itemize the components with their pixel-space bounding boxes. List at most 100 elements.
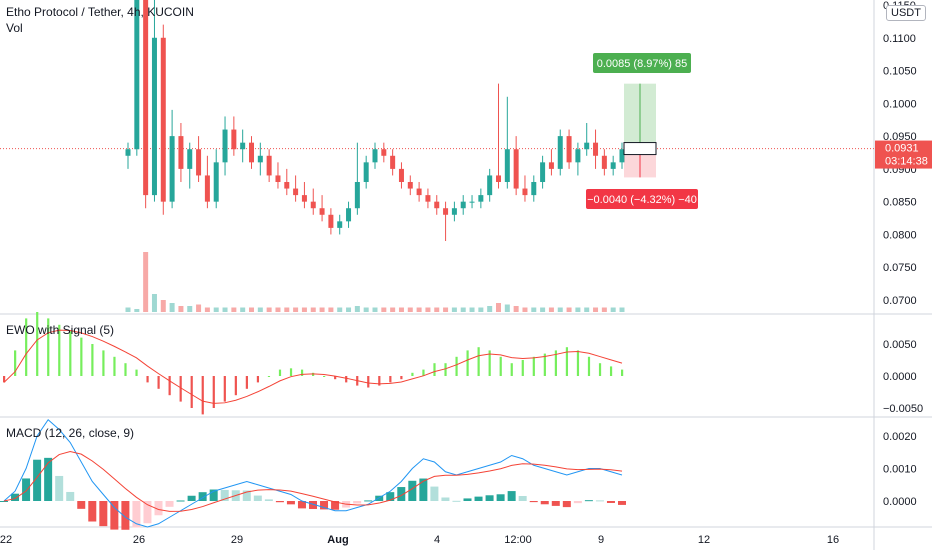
candle-body <box>557 136 563 169</box>
candle-body <box>346 208 352 222</box>
ewo-bar <box>444 363 447 376</box>
volume-bar <box>187 306 193 312</box>
macd-histogram-bar <box>286 501 295 505</box>
price-tick-label: 0.1050 <box>883 66 917 78</box>
volume-bar <box>575 307 581 312</box>
time-tick-label: 16 <box>827 534 839 546</box>
candle-body <box>266 155 272 176</box>
ewo-bar <box>345 376 348 383</box>
currency-badge[interactable]: USDT <box>886 5 926 21</box>
ewo-bar <box>411 372 414 376</box>
ewo-bar <box>91 344 94 376</box>
volume-bar <box>169 303 175 312</box>
candle-body <box>178 136 184 169</box>
volume-bar <box>204 307 210 312</box>
volume-label: Vol <box>6 21 23 35</box>
ewo-bar <box>455 356 458 376</box>
volume-bar <box>398 307 404 312</box>
volume-bar <box>610 307 616 312</box>
macd-histogram-bar <box>606 501 615 503</box>
macd-histogram-bar <box>110 501 119 530</box>
ewo-bar <box>201 376 204 415</box>
volume-bar <box>584 307 590 312</box>
ewo-bar <box>400 376 403 380</box>
position-entry-box <box>623 142 657 156</box>
ewo-bar <box>47 318 50 376</box>
macd-histogram-bar <box>55 475 64 501</box>
volume-bar <box>275 307 281 312</box>
time-tick-label: 29 <box>231 534 243 546</box>
volume-bar <box>240 307 246 312</box>
macd-histogram-bar <box>618 501 626 505</box>
macd-histogram-bar <box>529 501 538 503</box>
time-tick-label: 26 <box>133 534 145 546</box>
volume-bar <box>310 307 316 312</box>
macd-histogram-bar <box>364 500 373 502</box>
candle-body <box>381 149 387 156</box>
price-tick-label: 0.0800 <box>883 229 917 241</box>
macd-histogram-bar <box>485 495 494 501</box>
macd-signal-line <box>3 451 623 512</box>
macd-histogram-bar <box>11 493 20 501</box>
macd-histogram-bar <box>275 501 284 503</box>
volume-bar <box>284 307 290 312</box>
macd-histogram-bar <box>496 494 505 501</box>
candle-body <box>354 182 360 209</box>
price-tick-label: 0.1000 <box>883 98 917 110</box>
ewo-label[interactable]: EWO with Signal (5) <box>6 323 115 337</box>
macd-tick-label: 0.0000 <box>883 496 917 508</box>
macd-histogram-bar <box>143 501 152 524</box>
candle-body <box>566 136 572 163</box>
volume-bar <box>434 307 440 312</box>
macd-histogram-bar <box>253 495 262 501</box>
candle-body <box>513 149 519 189</box>
candle-body <box>593 142 599 156</box>
ewo-bar <box>466 350 469 376</box>
candle-body <box>275 175 281 182</box>
loss-label-bg <box>586 189 698 209</box>
profit-label: 0.0085 (8.97%) 85 <box>597 58 688 70</box>
volume-bar <box>619 307 625 312</box>
candle-body <box>319 208 325 215</box>
volume-bar <box>531 307 537 312</box>
candle-body <box>169 136 175 202</box>
macd-histogram-bar <box>66 491 75 501</box>
candle-body <box>496 175 501 182</box>
ewo-bar <box>499 356 502 376</box>
time-tick-label: 9 <box>598 534 604 546</box>
macd-histogram-bar <box>331 501 340 510</box>
candle-body <box>125 149 131 156</box>
ewo-bar <box>234 376 237 396</box>
candle-body <box>390 155 396 169</box>
price-tick-label: 0.1100 <box>883 33 916 45</box>
volume-bar <box>134 309 140 312</box>
ewo-bar <box>135 369 138 376</box>
volume-bar <box>266 307 272 312</box>
macd-histogram-bar <box>386 492 395 501</box>
ewo-bar <box>510 363 513 376</box>
volume-bar <box>416 307 422 312</box>
candle-body <box>451 208 457 215</box>
macd-histogram-bar <box>220 489 229 501</box>
ewo-bar <box>3 376 6 383</box>
macd-histogram-bar <box>0 501 8 502</box>
macd-histogram-bar <box>297 501 306 509</box>
ewo-bar <box>422 369 425 376</box>
ewo-bar <box>223 376 226 402</box>
macd-label[interactable]: MACD (12, 26, close, 9) <box>6 426 135 440</box>
candle-body <box>548 162 554 169</box>
candle-body <box>610 162 616 169</box>
macd-tick-label: 0.0020 <box>883 431 917 443</box>
ewo-bar <box>300 369 304 376</box>
ewo-bar <box>14 350 17 376</box>
macd-line <box>3 418 623 528</box>
ewo-bar <box>212 376 215 408</box>
ewo-signal-line <box>3 329 623 404</box>
candle-body <box>363 162 369 182</box>
volume-bar <box>487 306 493 312</box>
volume-bar <box>178 306 184 312</box>
macd-histogram-bar <box>397 487 406 501</box>
macd-tick-label: 0.0010 <box>883 464 917 476</box>
volume-bar <box>143 252 149 312</box>
